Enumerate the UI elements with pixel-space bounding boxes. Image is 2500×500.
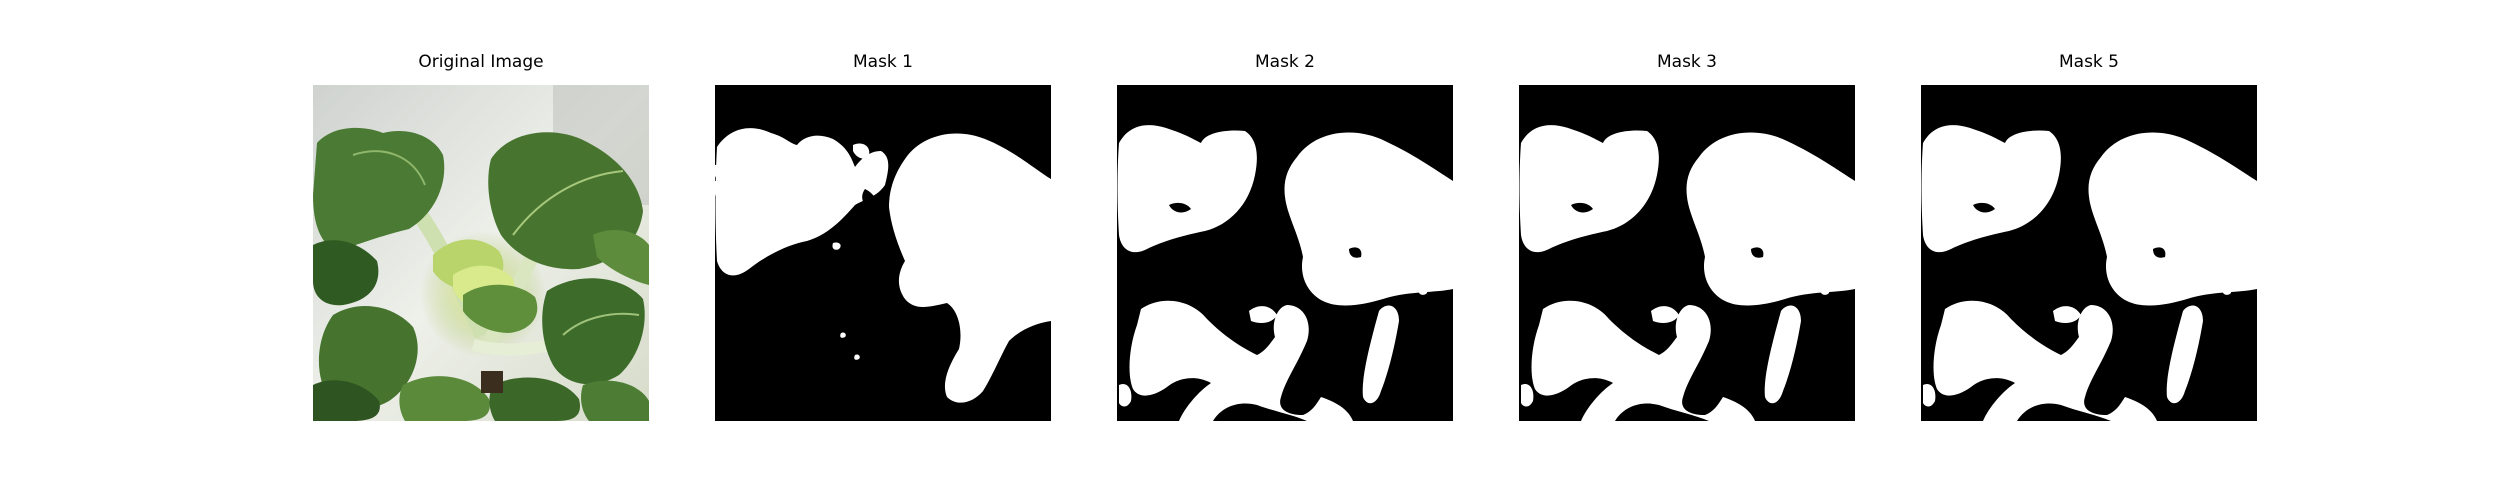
panel-mask-2: Mask 2: [1115, 52, 1455, 421]
panel-title: Mask 5: [2058, 52, 2119, 72]
panel-original-image: Original Image: [311, 52, 651, 421]
mask-5-image: [1921, 85, 2257, 421]
mask-2-image: [1117, 85, 1453, 421]
panel-title: Mask 2: [1254, 52, 1315, 72]
panel-title: Mask 1: [852, 52, 913, 72]
mask-1-image: [715, 85, 1051, 421]
original-plant-photo: [313, 85, 649, 421]
panel-title: Original Image: [418, 52, 544, 72]
panel-title: Mask 3: [1656, 52, 1717, 72]
panel-mask-5: Mask 5: [1919, 52, 2259, 421]
panel-mask-1: Mask 1: [713, 52, 1053, 421]
mask-3-image: [1519, 85, 1855, 421]
panel-mask-3: Mask 3: [1517, 52, 1857, 421]
